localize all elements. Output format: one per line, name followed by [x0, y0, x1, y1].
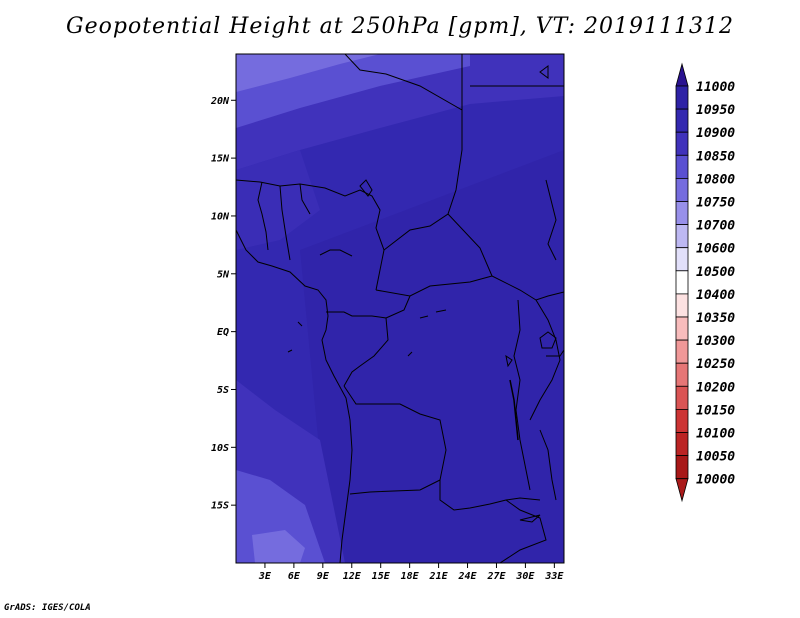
colorbar-label: 10350 — [696, 311, 735, 326]
lon-tick-label: 24E — [457, 571, 477, 582]
lat-axis: 20N 15N 10N 5N EQ 5S 10S 15S — [210, 96, 236, 512]
colorbar-swatch — [675, 131, 689, 156]
colorbar-label: 10700 — [696, 219, 735, 234]
colorbar-label: 10200 — [696, 380, 735, 395]
colorbar-label: 10000 — [696, 473, 735, 488]
lon-tick-label: 12E — [343, 571, 362, 582]
lon-tick-label: 3E — [258, 571, 272, 582]
lat-tick-label: 20N — [210, 96, 230, 107]
colorbar-label: 10050 — [696, 450, 735, 465]
colorbar-swatch — [675, 455, 689, 480]
colorbar-label: 10950 — [696, 103, 735, 118]
lon-tick-label: 33E — [544, 571, 564, 582]
lon-tick-label: 18E — [401, 571, 420, 582]
colorbar-swatch — [675, 85, 689, 110]
lon-tick-label: 9E — [317, 571, 330, 582]
lon-tick-label: 15E — [372, 571, 391, 582]
lon-tick-label: 6E — [288, 571, 301, 582]
map-frame — [235, 53, 565, 564]
lat-tick-label: 15S — [211, 501, 229, 512]
colorbar-top-arrow — [675, 62, 689, 87]
lat-tick-label: 5S — [217, 385, 229, 396]
lon-tick-label: 30E — [515, 571, 535, 582]
colorbar-swatch — [675, 362, 689, 387]
colorbar-swatch — [675, 224, 689, 249]
colorbar-swatch — [675, 293, 689, 318]
colorbar-swatch — [675, 247, 689, 272]
colorbar-label: 10300 — [696, 334, 735, 349]
colorbar-label: 10400 — [696, 288, 735, 303]
colorbar-label: 11000 — [696, 80, 735, 95]
colorbar-swatch — [675, 177, 689, 202]
country-borders — [236, 54, 564, 563]
colorbar-label: 10900 — [696, 126, 735, 141]
lat-tick-label: 15N — [211, 154, 230, 165]
lon-tick-label: 21E — [429, 571, 449, 582]
colorbar-swatch — [675, 270, 689, 295]
lon-axis: 3E 6E 9E 12E 15E 18E 21E 24E 27E 30E 33E — [258, 563, 564, 582]
colorbar-label: 10100 — [696, 427, 735, 442]
colorbar-swatch — [675, 339, 689, 364]
lat-tick-label: 10N — [211, 211, 230, 222]
lat-tick-label: 5N — [217, 269, 230, 280]
colorbar-swatch — [675, 108, 689, 133]
colorbar-label: 10800 — [696, 172, 735, 187]
colorbar-swatch — [675, 154, 689, 179]
colorbar-swatch — [675, 432, 689, 457]
colorbar-label: 10850 — [696, 149, 735, 164]
footer-credit: GrADS: IGES/COLA — [4, 603, 91, 613]
colorbar-swatch — [675, 408, 689, 433]
colorbar-label: 10500 — [696, 265, 735, 280]
colorbar-swatch — [675, 316, 689, 341]
colorbar-label: 10250 — [696, 357, 735, 372]
colorbar-bottom-arrow — [675, 478, 689, 503]
colorbar-swatch — [675, 201, 689, 226]
colorbar-swatch — [675, 385, 689, 410]
colorbar-label: 10150 — [696, 403, 735, 418]
colorbar: 11000 10950 10900 10850 10800 10750 10700 10600… — [675, 62, 735, 503]
colorbar-label: 10750 — [696, 196, 735, 211]
lat-tick-label: 10S — [211, 443, 229, 454]
chart-title: Geopotential Height at 250hPa [gpm], VT:… — [66, 14, 734, 39]
height-field — [236, 54, 564, 563]
lon-tick-label: 27E — [486, 571, 506, 582]
lat-tick-label: EQ — [217, 327, 229, 338]
colorbar-label: 10600 — [696, 242, 735, 257]
